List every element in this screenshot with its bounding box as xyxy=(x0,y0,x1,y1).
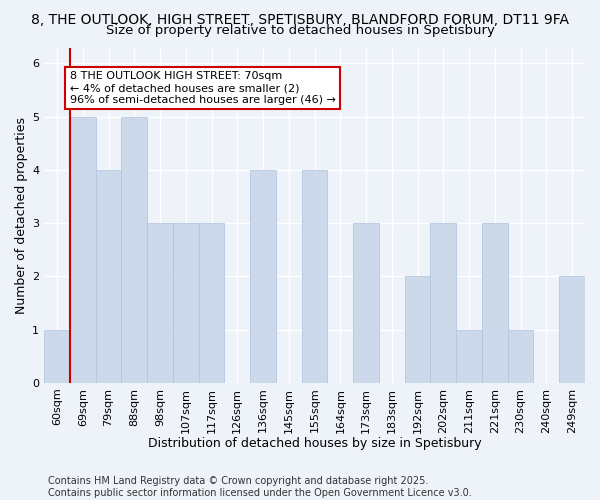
Bar xyxy=(482,223,508,383)
Bar xyxy=(70,116,95,383)
Bar xyxy=(559,276,585,383)
Bar xyxy=(147,223,173,383)
Bar xyxy=(173,223,199,383)
Text: Contains HM Land Registry data © Crown copyright and database right 2025.
Contai: Contains HM Land Registry data © Crown c… xyxy=(48,476,472,498)
Bar xyxy=(121,116,147,383)
Bar xyxy=(95,170,121,383)
Bar xyxy=(456,330,482,383)
X-axis label: Distribution of detached houses by size in Spetisbury: Distribution of detached houses by size … xyxy=(148,437,481,450)
Text: 8, THE OUTLOOK, HIGH STREET, SPETISBURY, BLANDFORD FORUM, DT11 9FA: 8, THE OUTLOOK, HIGH STREET, SPETISBURY,… xyxy=(31,12,569,26)
Text: Size of property relative to detached houses in Spetisbury: Size of property relative to detached ho… xyxy=(106,24,494,37)
Bar xyxy=(508,330,533,383)
Bar xyxy=(430,223,456,383)
Bar xyxy=(353,223,379,383)
Bar xyxy=(405,276,430,383)
Bar xyxy=(250,170,276,383)
Bar xyxy=(302,170,328,383)
Bar xyxy=(44,330,70,383)
Y-axis label: Number of detached properties: Number of detached properties xyxy=(15,116,28,314)
Bar xyxy=(199,223,224,383)
Text: 8 THE OUTLOOK HIGH STREET: 70sqm
← 4% of detached houses are smaller (2)
96% of : 8 THE OUTLOOK HIGH STREET: 70sqm ← 4% of… xyxy=(70,72,336,104)
